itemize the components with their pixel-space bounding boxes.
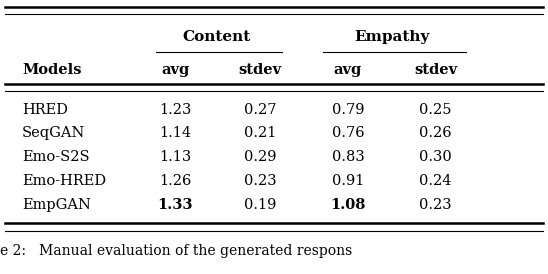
Text: e 2:   Manual evaluation of the generated respons: e 2: Manual evaluation of the generated … [0, 244, 352, 258]
Text: 0.23: 0.23 [244, 174, 277, 188]
Text: 0.26: 0.26 [419, 126, 452, 141]
Text: avg: avg [334, 63, 362, 77]
Text: Models: Models [22, 63, 82, 77]
Text: SeqGAN: SeqGAN [22, 126, 85, 141]
Text: stdev: stdev [239, 63, 282, 77]
Text: avg: avg [161, 63, 190, 77]
Text: stdev: stdev [414, 63, 457, 77]
Text: HRED: HRED [22, 102, 68, 117]
Text: 0.24: 0.24 [419, 174, 452, 188]
Text: 1.33: 1.33 [158, 198, 193, 212]
Text: 1.14: 1.14 [159, 126, 191, 141]
Text: 0.29: 0.29 [244, 150, 277, 164]
Text: 0.76: 0.76 [332, 126, 364, 141]
Text: 0.23: 0.23 [419, 198, 452, 212]
Text: Empathy: Empathy [354, 30, 430, 44]
Text: 1.26: 1.26 [159, 174, 192, 188]
Text: 1.13: 1.13 [159, 150, 191, 164]
Text: 1.23: 1.23 [159, 102, 192, 117]
Text: Emo-HRED: Emo-HRED [22, 174, 106, 188]
Text: 0.30: 0.30 [419, 150, 452, 164]
Text: 0.21: 0.21 [244, 126, 277, 141]
Text: 0.91: 0.91 [332, 174, 364, 188]
Text: 1.08: 1.08 [330, 198, 366, 212]
Text: 0.25: 0.25 [419, 102, 452, 117]
Text: 0.27: 0.27 [244, 102, 277, 117]
Text: 0.19: 0.19 [244, 198, 277, 212]
Text: Content: Content [182, 30, 250, 44]
Text: EmpGAN: EmpGAN [22, 198, 91, 212]
Text: Emo-S2S: Emo-S2S [22, 150, 89, 164]
Text: 0.79: 0.79 [332, 102, 364, 117]
Text: 0.83: 0.83 [332, 150, 364, 164]
